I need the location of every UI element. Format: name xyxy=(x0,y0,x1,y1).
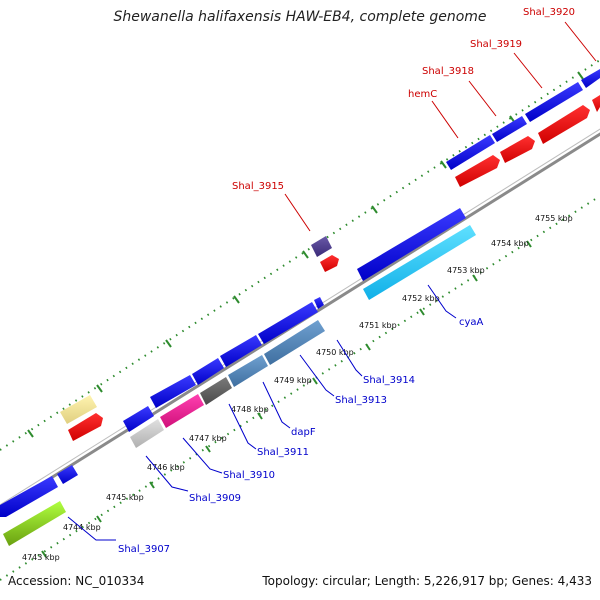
gene-feature xyxy=(581,69,600,88)
gene-feature xyxy=(314,297,324,309)
gene-label-shal-3910: Shal_3910 xyxy=(223,470,275,481)
gene-label-dapf: dapF xyxy=(291,427,316,438)
gene-label-shal-3907: Shal_3907 xyxy=(118,544,170,555)
gene-feature xyxy=(363,225,476,300)
scale-label: 4744 kbp xyxy=(63,523,101,532)
gene-feature xyxy=(60,395,97,424)
outer-major-ticks xyxy=(27,71,584,438)
gene-feature xyxy=(258,302,318,344)
gene-label-shal-3909: Shal_3909 xyxy=(189,493,241,504)
scale-label: 4748 kbp xyxy=(231,405,269,414)
scale-label: 4747 kbp xyxy=(189,434,227,443)
inner-major-ticks xyxy=(41,240,532,558)
gene-label-hemc: hemC xyxy=(408,89,437,100)
scale-label: 4754 kbp xyxy=(491,239,529,248)
scale-label: 4753 kbp xyxy=(447,266,485,275)
gene-feature xyxy=(357,208,466,281)
scale-label: 4743 kbp xyxy=(22,553,60,562)
scale-label: 4751 kbp xyxy=(359,321,397,330)
outer-tick-ring xyxy=(0,59,600,451)
scale-label: 4749 kbp xyxy=(274,376,312,385)
gene-feature xyxy=(592,95,600,112)
gene-label-shal-3920: Shal_3920 xyxy=(523,7,575,18)
gene-label-shal-3919: Shal_3919 xyxy=(470,39,522,50)
gene-label-cyaa: cyaA xyxy=(459,317,484,328)
gene-feature xyxy=(130,419,164,448)
reverse-label-leaders xyxy=(67,284,457,541)
topology-text: Topology: circular; Length: 5,226,917 bp… xyxy=(262,574,592,588)
scale-label: 4745 kbp xyxy=(106,493,144,502)
gene-feature xyxy=(228,355,268,387)
gene-feature xyxy=(311,236,332,257)
forward-label-leaders xyxy=(284,21,597,232)
gene-feature xyxy=(538,105,590,144)
gene-label-shal-3918: Shal_3918 xyxy=(422,66,474,77)
gene-label-shal-3913: Shal_3913 xyxy=(335,395,387,406)
reverse-strand-genes xyxy=(0,208,476,546)
gene-feature xyxy=(446,135,495,170)
gene-feature xyxy=(0,476,58,517)
scale-label: 4752 kbp xyxy=(402,294,440,303)
gene-feature xyxy=(500,136,535,163)
gene-feature xyxy=(492,116,527,142)
forward-strand-genes xyxy=(60,69,600,441)
gene-feature xyxy=(57,465,78,484)
gene-label-shal-3914: Shal_3914 xyxy=(363,375,415,386)
gene-feature xyxy=(68,413,103,441)
gene-feature xyxy=(220,335,262,367)
gene-feature xyxy=(455,155,500,187)
scale-label: 4755 kbp xyxy=(535,214,573,223)
gene-feature xyxy=(160,394,204,428)
gene-feature xyxy=(150,375,196,408)
inner-tick-ring xyxy=(0,195,600,581)
gene-feature xyxy=(123,406,154,432)
gene-feature xyxy=(3,501,66,546)
gene-feature xyxy=(192,358,224,385)
accession-text: Accession: NC_010334 xyxy=(8,574,145,588)
map-title: Shewanella halifaxensis HAW-EB4, complet… xyxy=(113,9,487,25)
gene-feature xyxy=(320,255,339,272)
gene-feature xyxy=(525,82,583,122)
gene-label-shal-3911: Shal_3911 xyxy=(257,447,309,458)
gene-feature xyxy=(264,320,325,365)
scale-label: 4750 kbp xyxy=(316,348,354,357)
gene-feature xyxy=(200,377,232,405)
gene-label-shal-3915: Shal_3915 xyxy=(232,181,284,192)
scale-label: 4746 kbp xyxy=(147,463,185,472)
